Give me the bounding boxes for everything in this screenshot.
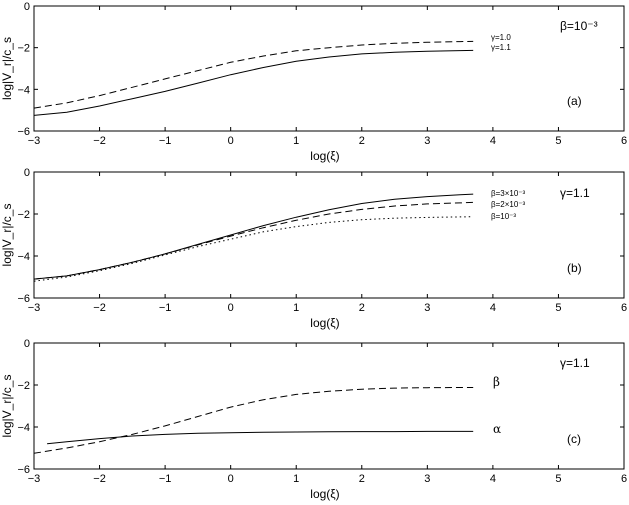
series-label: γ=1.0	[491, 33, 511, 42]
y-tick-label: 0	[24, 338, 30, 350]
series-line	[33, 193, 474, 280]
y-axis-label: log|V_r|/c_s	[0, 37, 14, 100]
series-line	[33, 49, 474, 116]
y-tick-label: −6	[17, 293, 30, 305]
x-tick-label: 3	[424, 473, 430, 485]
y-tick-label: −2	[17, 209, 30, 221]
y-tick-label: −4	[17, 251, 30, 263]
x-tick-label: 4	[490, 135, 496, 147]
panel-annotation: β=10⁻³	[560, 19, 598, 33]
x-tick-label: −1	[159, 302, 172, 314]
plot-frame	[33, 5, 625, 132]
y-tick-label: 0	[24, 1, 30, 13]
plot-frame	[33, 171, 625, 299]
x-tick-label: 1	[293, 135, 299, 147]
series-line	[33, 40, 474, 109]
x-tick-label: 2	[359, 135, 365, 147]
series-label: β=2×10⁻³	[491, 200, 526, 209]
y-axis-label: log|V_r|/c_s	[0, 375, 14, 438]
series-line	[33, 216, 474, 282]
x-tick-label: −3	[28, 473, 41, 485]
x-tick-label: 0	[228, 473, 234, 485]
y-tick-label: −4	[17, 84, 30, 96]
x-tick-label: 0	[228, 135, 234, 147]
panel-label: (a)	[567, 94, 582, 108]
x-tick-label: 3	[424, 135, 430, 147]
series-line	[33, 201, 474, 280]
x-tick-label: 5	[555, 473, 561, 485]
x-tick-label: 6	[621, 473, 627, 485]
panel-1: −3 −2 −1 0 1 2 3 4 5 6 0 −2 −4 −6 log(ξ) log|V_r|/c_s β=…	[0, 167, 627, 330]
x-tick-label: 5	[555, 135, 561, 147]
y-tick-label: 0	[24, 167, 30, 179]
series-label: γ=1.1	[491, 43, 511, 52]
x-tick-label: 1	[293, 302, 299, 314]
panel-annotation: γ=1.1	[560, 186, 590, 200]
x-tick-label: 2	[359, 302, 365, 314]
panel-label: (c)	[567, 432, 581, 446]
x-tick-label: 6	[621, 135, 627, 147]
series-label: α	[493, 422, 501, 436]
y-tick-label: −6	[17, 126, 30, 138]
y-tick-label: −4	[17, 422, 30, 434]
panel-2: −3 −2 −1 0 1 2 3 4 5 6 0 −2 −4 −6 log(ξ) log|V_r|/c_s β α…	[0, 338, 627, 501]
x-tick-label: 3	[424, 302, 430, 314]
x-tick-label: 6	[621, 302, 627, 314]
panel-annotation: γ=1.1	[560, 356, 590, 370]
x-tick-label: −2	[93, 302, 106, 314]
x-tick-label: −3	[28, 302, 41, 314]
x-tick-label: 5	[555, 302, 561, 314]
series-label: β=10⁻³	[491, 212, 516, 221]
x-tick-label: −3	[28, 135, 41, 147]
panel-label: (b)	[567, 261, 582, 275]
plot-frame	[33, 342, 625, 470]
x-tick-label: −2	[93, 473, 106, 485]
x-tick-label: 2	[359, 473, 365, 485]
x-tick-label: 0	[228, 302, 234, 314]
series-line	[33, 387, 474, 454]
series-label: β=3×10⁻³	[491, 189, 526, 198]
x-tick-label: 4	[490, 473, 496, 485]
x-axis-label: log(ξ)	[310, 487, 339, 501]
x-tick-label: −1	[159, 473, 172, 485]
x-tick-label: −1	[159, 135, 172, 147]
x-tick-label: −2	[93, 135, 106, 147]
x-tick-label: 1	[293, 473, 299, 485]
panel-0: −3 −2 −1 0 1 2 3 4 5 6 0 −2 −4 −6 log(ξ) log|V_r|/c_s γ=…	[0, 1, 627, 163]
y-tick-label: −2	[17, 380, 30, 392]
x-axis-label: log(ξ)	[310, 149, 339, 163]
x-tick-label: 4	[490, 302, 496, 314]
x-axis-label: log(ξ)	[310, 316, 339, 330]
series-line	[47, 430, 474, 445]
series-label: β	[493, 375, 500, 389]
y-axis-label: log|V_r|/c_s	[0, 204, 14, 267]
y-tick-label: −6	[17, 464, 30, 476]
y-tick-label: −2	[17, 43, 30, 55]
